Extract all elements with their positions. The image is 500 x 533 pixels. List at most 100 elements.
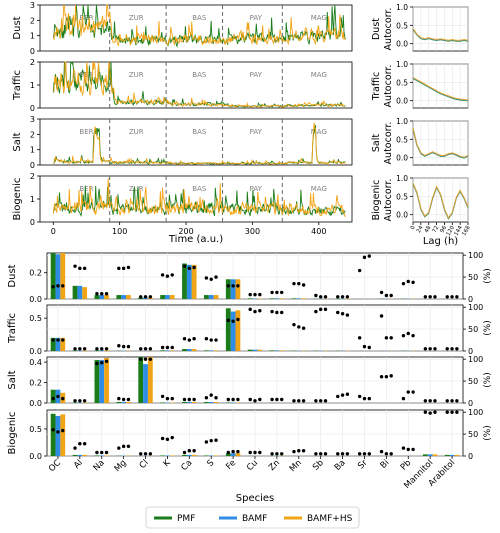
profile-bar-pmf <box>203 350 209 351</box>
x-tick-label: 0 <box>51 227 56 236</box>
profile-bar-bamf-hs <box>104 455 109 456</box>
timeseries-panel-biogenic: BER ZUR BAS PAY MAG 0 1 2 Biogenic <box>12 172 353 227</box>
site-label: MAG <box>311 14 327 22</box>
profile-ylabel: Biogenic <box>7 412 18 455</box>
profile-bar-pmf <box>50 337 56 351</box>
percent-dot <box>61 284 65 288</box>
percent-dot <box>139 452 143 456</box>
percent-dot <box>192 449 196 453</box>
percent-dot <box>104 450 109 455</box>
autocorr-ylabel: Salt <box>371 134 382 152</box>
profile-ylabel: Salt <box>7 370 18 389</box>
y-tick-label: 1 <box>30 146 35 155</box>
percent-dot <box>280 452 284 456</box>
y-tick-label: 2 <box>30 58 35 67</box>
y-tick-label: 0.0 <box>396 40 408 49</box>
percent-dot <box>389 452 393 456</box>
profile-bar-bamf <box>427 454 433 456</box>
percent-dot <box>160 345 165 350</box>
profile-bar-bamf-hs <box>454 454 460 456</box>
percent-dot <box>362 344 367 349</box>
percent-dot <box>318 452 323 456</box>
percent-dot <box>340 295 345 299</box>
percent-dot <box>182 397 187 402</box>
percent-dot <box>292 323 296 327</box>
percent-dot <box>143 347 148 351</box>
y-tick-label: 0.0 <box>29 452 42 461</box>
site-label: MAG <box>311 185 327 193</box>
site-label: BAS <box>192 128 207 136</box>
profile-bar-pmf <box>291 298 297 299</box>
profile-panel-biogenic: 0.0 0.5 0 50 100 Biogenic (%) <box>7 408 493 461</box>
percent-dot <box>270 452 274 456</box>
percent-dot <box>100 292 104 296</box>
percent-dot <box>82 399 87 403</box>
x-tick-label: 24 <box>416 225 425 234</box>
percent-dot <box>389 336 393 340</box>
percent-dot <box>73 264 77 268</box>
y-tick-label: 0.5 <box>396 21 408 30</box>
autocorr-ylabel-unit: Autocorr. <box>383 122 394 165</box>
percent-dot <box>231 319 235 323</box>
autocorr-panel-dust: 0.0 0.5 1.0 Dust Autocorr. <box>371 3 469 52</box>
timeseries-line-bamf-hs <box>52 4 346 47</box>
percent-dot <box>95 361 99 366</box>
species-label: Sr <box>356 458 370 472</box>
percent-dot <box>165 345 170 350</box>
y2-tick-label: 50 <box>468 273 478 282</box>
y-tick-label: 1.0 <box>396 117 408 126</box>
percent-dot <box>192 397 196 402</box>
percent-dot <box>182 337 187 341</box>
y-tick-label: 2 <box>30 172 35 181</box>
percent-dot <box>160 394 165 399</box>
profile-bar-bamf-hs <box>60 253 66 299</box>
profile-bar-pmf <box>116 401 122 403</box>
percent-dot <box>450 399 454 403</box>
profile-bar-bamf <box>252 298 258 299</box>
profile-bar-pmf <box>72 285 78 299</box>
profile-bar-bamf-hs <box>213 295 219 299</box>
percent-dot <box>236 449 240 454</box>
y-tick-label: 2 <box>30 130 35 139</box>
percent-dot <box>139 357 143 361</box>
species-label: Sb <box>311 458 326 473</box>
autocorr-line-bamf-hs <box>412 77 469 101</box>
percent-dot <box>280 290 284 295</box>
profile-bar-bamf-hs <box>191 454 197 456</box>
profile-bar-bamf <box>208 295 214 299</box>
percent-dot <box>126 397 131 402</box>
species-label: Zn <box>267 458 282 473</box>
profile-bar-bamf <box>165 455 170 456</box>
y-tick-label: 3 <box>30 1 35 10</box>
percent-dot <box>226 318 230 323</box>
profile-bar-pmf <box>94 455 100 456</box>
timeseries-xlabel: Time (a.u.) <box>168 234 223 245</box>
site-label: BER <box>79 128 93 136</box>
profile-bar-pmf <box>182 263 187 299</box>
y-tick-label: 0.0 <box>29 347 42 356</box>
percent-dot <box>345 452 350 456</box>
profile-bar-bamf <box>77 285 83 299</box>
profile-bar-pmf <box>225 279 231 299</box>
percent-dot <box>314 452 318 456</box>
profile-bar-bamf-hs <box>213 455 219 456</box>
y2-tick-label: 0 <box>468 399 473 408</box>
profile-bar-bamf-hs <box>213 350 219 351</box>
percent-dot <box>139 295 143 299</box>
percent-dot <box>214 438 218 442</box>
profile-bar-bamf <box>274 350 280 351</box>
percent-dot <box>182 450 187 455</box>
percent-dot <box>248 397 252 402</box>
y-tick-label: 1.0 <box>396 3 408 12</box>
timeseries-frame <box>39 118 353 166</box>
percent-dot <box>297 325 301 329</box>
autocorr-ylabel-unit: Autocorr. <box>383 65 394 108</box>
percent-dot <box>384 336 389 340</box>
timeseries-frame <box>39 175 353 223</box>
x-tick-label: 72 <box>432 225 441 234</box>
percent-dot <box>95 292 99 296</box>
percent-dot <box>56 284 60 288</box>
site-label: BER <box>79 185 93 193</box>
percent-dot <box>318 295 323 299</box>
